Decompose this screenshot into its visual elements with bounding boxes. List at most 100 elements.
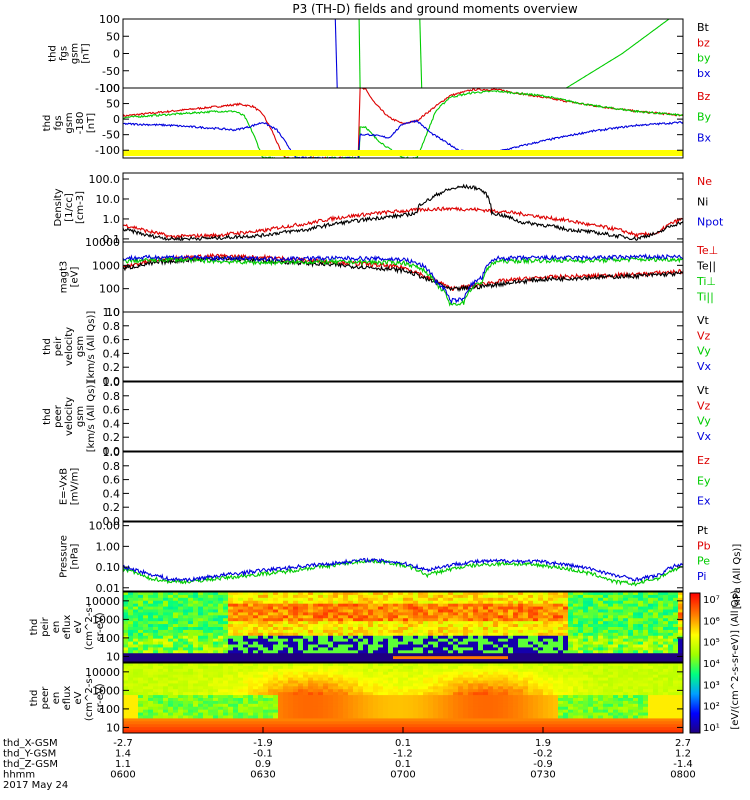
heatmap-cell [338, 724, 344, 728]
heatmap-cell [123, 671, 129, 676]
heatmap-cell [263, 615, 269, 619]
heatmap-cell [488, 603, 494, 607]
heatmap-cell [528, 730, 534, 733]
heatmap-cell [483, 686, 489, 690]
heatmap-cell [308, 644, 314, 648]
heatmap-cell [468, 665, 474, 670]
heatmap-cell [428, 644, 434, 648]
heatmap-cell [488, 715, 494, 719]
heatmap-cell [528, 692, 534, 696]
heatmap-cell [503, 647, 509, 651]
heatmap-cell [523, 656, 529, 660]
heatmap-cell [143, 709, 149, 713]
heatmap-cell [488, 606, 494, 610]
heatmap-cell [448, 689, 454, 693]
heatmap-cell [308, 677, 314, 681]
heatmap-cell [603, 609, 609, 613]
heatmap-cell [338, 715, 344, 719]
heatmap-cell [263, 683, 269, 687]
heatmap-cell [533, 603, 539, 607]
heatmap-cell [403, 594, 409, 599]
heatmap-cell [123, 656, 129, 660]
heatmap-cell [138, 624, 144, 628]
heatmap-cell [398, 609, 404, 613]
heatmap-cell [453, 592, 459, 596]
heatmap-cell [448, 677, 454, 681]
heatmap-cell [473, 665, 479, 670]
heatmap-cell [148, 603, 154, 607]
heatmap-cell [463, 680, 469, 684]
heatmap-cell [623, 600, 629, 605]
heatmap-cell [343, 706, 349, 711]
heatmap-cell [343, 727, 349, 731]
heatmap-cell [488, 689, 494, 693]
heatmap-cell [638, 653, 644, 657]
heatmap-cell [138, 677, 144, 681]
heatmap-cell [203, 650, 209, 654]
heatmap-cell [543, 606, 549, 610]
quality-bar [123, 150, 683, 156]
heatmap-cell [388, 627, 394, 631]
heatmap-cell [208, 665, 214, 670]
y-axis-label-line: [eV] [70, 267, 81, 288]
heatmap-cell [153, 653, 159, 657]
heatmap-cell [298, 665, 304, 670]
heatmap-cell [198, 715, 204, 719]
heatmap-cell [198, 609, 204, 613]
heatmap-cell [543, 656, 549, 660]
heatmap-cell [348, 629, 354, 634]
heatmap-cell [383, 695, 389, 699]
heatmap-cell [168, 627, 174, 631]
heatmap-cell [198, 629, 204, 634]
heatmap-cell [488, 644, 494, 648]
heatmap-cell [143, 674, 149, 678]
heatmap-cell [308, 680, 314, 684]
heatmap-cell [353, 718, 359, 722]
heatmap-cell [473, 677, 479, 681]
heatmap-cell [568, 627, 574, 631]
heatmap-cell [453, 730, 459, 733]
heatmap-cell [133, 665, 139, 670]
heatmap-cell [293, 686, 299, 690]
heatmap-cell [478, 621, 484, 625]
heatmap-cell [523, 592, 529, 596]
heatmap-cell [353, 638, 359, 642]
heatmap-cell [293, 600, 299, 605]
heatmap-cell [403, 656, 409, 660]
heatmap-cell [303, 680, 309, 684]
heatmap-cell [213, 703, 219, 708]
heatmap-cell [563, 603, 569, 607]
heatmap-cell [183, 612, 189, 616]
heatmap-cell [253, 632, 259, 637]
heatmap-cell [548, 730, 554, 733]
heatmap-cell [513, 603, 519, 607]
heatmap-cell [438, 594, 444, 599]
heatmap-cell [483, 653, 489, 657]
heatmap-cell [483, 680, 489, 684]
heatmap-cell [628, 594, 634, 599]
heatmap-cell [153, 659, 159, 662]
heatmap-cell [473, 686, 479, 690]
heatmap-cell [163, 659, 169, 662]
heatmap-cell [498, 638, 504, 642]
heatmap-cell [208, 680, 214, 684]
heatmap-cell [218, 721, 224, 725]
heatmap-cell [138, 692, 144, 696]
heatmap-cell [468, 706, 474, 711]
heatmap-cell [293, 683, 299, 687]
heatmap-cell [583, 627, 589, 631]
heatmap-cell [213, 632, 219, 637]
heatmap-cell [343, 721, 349, 725]
heatmap-cell [653, 609, 659, 613]
heatmap-cell [158, 600, 164, 605]
heatmap-cell [488, 677, 494, 681]
heatmap-cell [513, 592, 519, 596]
heatmap-cell [633, 615, 639, 619]
heatmap-cell [258, 712, 264, 716]
heatmap-cell [428, 715, 434, 719]
heatmap-cell [458, 609, 464, 613]
heatmap-cell [488, 686, 494, 690]
heatmap-cell [283, 644, 289, 648]
heatmap-cell [173, 629, 179, 634]
